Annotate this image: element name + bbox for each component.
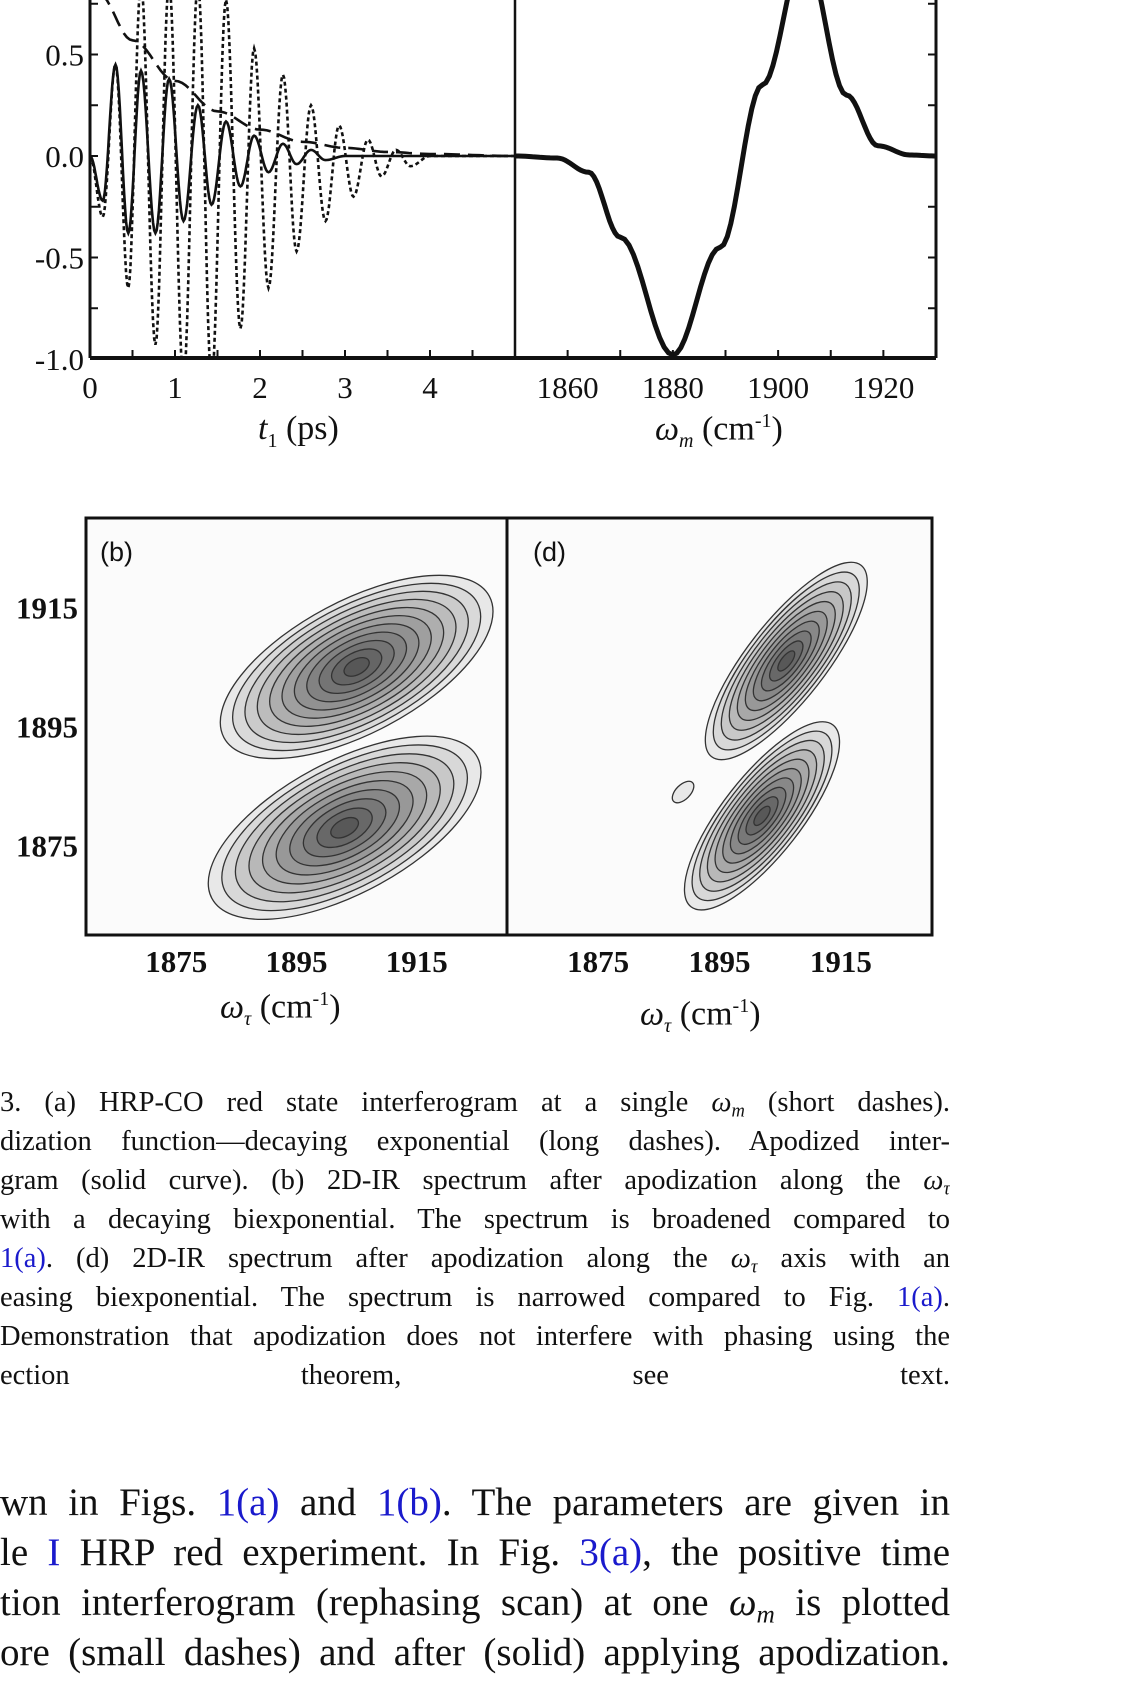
omega-symbol: ω xyxy=(730,1243,751,1274)
contour-level xyxy=(343,656,370,677)
text-run: HRP red experiment. In Fig. xyxy=(60,1531,580,1574)
x-axis-label-omega-tau-d: ωτ (cm-1) xyxy=(640,995,761,1038)
text-run: tion interferogram (rephasing scan) at o… xyxy=(0,1581,729,1624)
figure-reference-link[interactable]: 1(b) xyxy=(376,1481,442,1524)
figure-3: 0 1 2 3 4 0.5 0.0 -0.5 -1.0 1860 1880 1900 1920 187… xyxy=(16,0,938,979)
y-tick-label: 1915 xyxy=(16,590,78,625)
x-tick-label: 1895 xyxy=(689,944,751,979)
contour-peak xyxy=(671,780,695,804)
omega-symbol: ω xyxy=(923,1165,944,1196)
subscript: m xyxy=(756,1600,775,1628)
x-tick-label: 1915 xyxy=(386,944,448,979)
text-run: wn in Figs. xyxy=(0,1481,217,1524)
caption-line: ection theorem, see text. xyxy=(0,1356,950,1395)
y-tick-label: -0.5 xyxy=(35,241,84,276)
x-tick-label: 1 xyxy=(167,370,183,405)
y-tick-label: 0.0 xyxy=(45,139,84,174)
x-tick-label: 0 xyxy=(82,370,98,405)
caption-line: easing biexponential. The spectrum is na… xyxy=(0,1278,950,1317)
panel-a-interferogram: 0 1 2 3 4 0.5 0.0 -0.5 -1.0 xyxy=(35,0,515,405)
x-tick-label: 1860 xyxy=(537,370,599,405)
omega-symbol: ω xyxy=(711,1087,732,1118)
body-text: wn in Figs. 1(a) and 1(b). The parameter… xyxy=(0,1478,950,1678)
x-tick-label: 1875 xyxy=(145,944,207,979)
caption-line: 3. (a) HRP-CO red state interferogram at… xyxy=(0,1083,950,1122)
text-run: is plotted xyxy=(774,1581,950,1624)
figure-reference-link[interactable]: I xyxy=(47,1531,61,1574)
contour-peak xyxy=(683,721,841,911)
caption-line: gram (solid curve). (b) 2D-IR spectrum a… xyxy=(0,1161,950,1200)
text-run: easing biexponential. The spectrum is na… xyxy=(0,1282,897,1313)
figure-reference-link[interactable]: 1(a) xyxy=(216,1481,280,1524)
text-run: dization function—decaying exponential (… xyxy=(0,1126,950,1157)
subscript: m xyxy=(731,1100,745,1122)
subscript: τ xyxy=(943,1178,950,1200)
figure-reference-link[interactable]: 3(a) xyxy=(579,1531,643,1574)
panel-a-spectrum: 1860 1880 1900 1920 xyxy=(513,0,938,405)
x-tick-label: 2 xyxy=(252,370,268,405)
x-tick-label: 4 xyxy=(422,370,438,405)
plot-frame xyxy=(505,516,934,937)
x-tick-label: 1900 xyxy=(747,370,809,405)
body-line: wn in Figs. 1(a) and 1(b). The parameter… xyxy=(0,1478,950,1528)
text-run: with a decaying biexponential. The spect… xyxy=(0,1204,950,1235)
text-run: (short dashes). xyxy=(744,1087,950,1118)
contour-level xyxy=(330,816,360,839)
text-run: . (d) 2D-IR spectrum after apodization a… xyxy=(45,1243,731,1274)
omega-symbol: ω xyxy=(728,1581,757,1624)
panel-label-b: (b) xyxy=(100,537,133,567)
contour-peak xyxy=(207,735,482,921)
panel-label-d: (d) xyxy=(533,537,566,567)
text-run: . The parameters are given in xyxy=(441,1481,950,1524)
series-line-short-dashes xyxy=(90,0,515,358)
body-line: le I HRP red experiment. In Fig. 3(a), t… xyxy=(0,1528,950,1578)
figure-reference-link[interactable]: 1(a) xyxy=(896,1282,943,1313)
text-run: Demonstration that apodization does not … xyxy=(0,1321,950,1352)
y-tick-label: 0.5 xyxy=(45,38,84,73)
contour-level xyxy=(777,650,796,672)
subscript: τ xyxy=(750,1256,758,1278)
caption-line: with a decaying biexponential. The spect… xyxy=(0,1200,950,1239)
x-tick-label: 1915 xyxy=(810,944,872,979)
body-line: ore (small dashes) and after (solid) app… xyxy=(0,1628,950,1678)
contour-peak xyxy=(704,561,868,761)
series-line-long-dashes xyxy=(105,0,515,158)
contour-level xyxy=(671,780,695,804)
caption-line: dization function—decaying exponential (… xyxy=(0,1122,950,1161)
text-run: 3. (a) HRP-CO red state interferogram at… xyxy=(0,1087,712,1118)
text-run: ore (small dashes) and after (solid) app… xyxy=(0,1631,950,1674)
y-tick-label: 1875 xyxy=(16,829,78,864)
series-line-solid xyxy=(90,61,515,237)
caption-line: 1(a). (d) 2D-IR spectrum after apodizati… xyxy=(0,1239,950,1278)
x-tick-label: 1875 xyxy=(567,944,629,979)
text-run: and xyxy=(279,1481,377,1524)
contour-level xyxy=(753,805,771,827)
figure-caption: 3. (a) HRP-CO red state interferogram at… xyxy=(0,1083,950,1395)
text-run: , the positive time xyxy=(642,1531,950,1574)
figure-reference-link[interactable]: 1(a) xyxy=(0,1243,46,1274)
x-tick-label: 1920 xyxy=(852,370,914,405)
text-run: ection theorem, see text. xyxy=(0,1360,950,1391)
x-tick-label: 1895 xyxy=(266,944,328,979)
x-axis-label-t1: t1 (ps) xyxy=(258,410,339,452)
caption-line: Demonstration that apodization does not … xyxy=(0,1317,950,1356)
body-line: tion interferogram (rephasing scan) at o… xyxy=(0,1578,950,1628)
series-line-solid xyxy=(515,0,936,358)
y-tick-label: 1895 xyxy=(16,710,78,745)
x-tick-label: 3 xyxy=(337,370,353,405)
text-run: axis with an xyxy=(757,1243,950,1274)
text-run: gram (solid curve). (b) 2D-IR spectrum a… xyxy=(0,1165,924,1196)
x-tick-label: 1880 xyxy=(642,370,704,405)
x-axis-label-omega-tau-b: ωτ (cm-1) xyxy=(220,988,341,1031)
panel-b-2d-spectrum: 1875 1895 1915 1915 1895 1875 xyxy=(16,516,509,979)
text-run: . xyxy=(942,1282,950,1313)
y-tick-label: -1.0 xyxy=(35,342,84,377)
text-run: le xyxy=(0,1531,48,1574)
x-axis-label-omega-m: ωm (cm-1) xyxy=(655,410,783,453)
panel-d-2d-spectrum: 1875 1895 1915 xyxy=(505,516,934,979)
contour-peak xyxy=(219,574,494,760)
